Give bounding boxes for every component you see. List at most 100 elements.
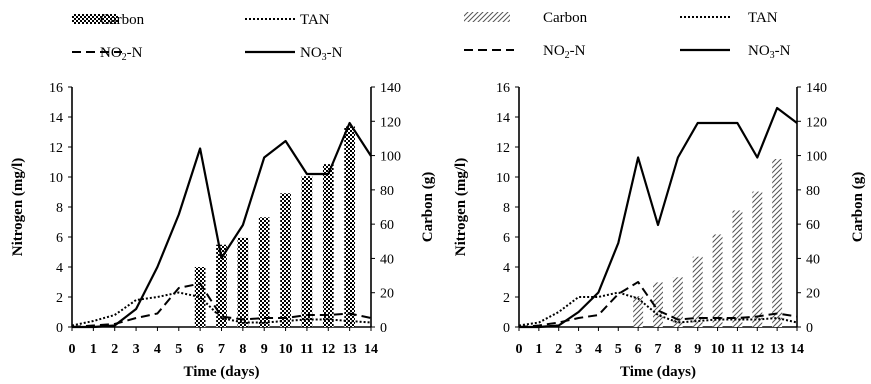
x-tick-label: 6	[635, 342, 642, 357]
legend-label-tail: -N	[775, 43, 791, 59]
y-tick-label: 6	[56, 231, 63, 246]
carbon-bar	[653, 282, 663, 327]
y2-tick-label: 60	[806, 218, 820, 233]
x-tick-label: 2	[111, 342, 118, 357]
x-tick-label: 14	[364, 342, 378, 357]
legend-label-carbon: Carbon	[100, 12, 145, 28]
y-tick-label: 12	[496, 141, 510, 156]
y-tick-label: 0	[503, 321, 510, 336]
x-tick-label: 9	[261, 342, 268, 357]
no3-n-line	[72, 121, 372, 329]
carbon-bar	[216, 244, 227, 327]
carbon-bar	[732, 210, 743, 327]
x-tick-label: 2	[555, 342, 562, 357]
carbon-bar	[692, 256, 703, 327]
y-tick-label: 16	[496, 81, 510, 96]
x-tick-label: 8	[674, 342, 681, 357]
x-tick-label: 0	[69, 342, 76, 357]
legend-label-tail: -N	[570, 43, 586, 59]
legend-label-no2-n: NO2-N	[543, 43, 586, 61]
legend-label-base: NO	[748, 43, 770, 59]
x-tick-label: 11	[731, 342, 744, 357]
y2-tick-label: 20	[806, 287, 820, 302]
carbon-bar	[712, 234, 723, 327]
y-tick-label: 6	[503, 231, 510, 246]
carbon-bar	[633, 296, 644, 327]
x-tick-label: 1	[90, 342, 97, 357]
carbon-bar	[344, 126, 355, 327]
carbon-bar	[322, 164, 334, 327]
x-axis-title: Time (days)	[184, 364, 260, 380]
tan-line	[518, 291, 798, 327]
y2-tick-label: 0	[380, 321, 387, 336]
x-tick-label: 10	[711, 342, 725, 357]
x-tick-label: 12	[750, 342, 764, 357]
y2-axis-title: Carbon (g)	[850, 172, 866, 242]
tan-line	[71, 291, 372, 327]
x-tick-label: 14	[790, 342, 804, 357]
carbon-bar	[194, 267, 206, 327]
carbon-bar	[280, 193, 291, 327]
carbon-bar	[258, 217, 270, 327]
y-tick-label: 14	[49, 111, 63, 126]
y-axis-title: Nitrogen (mg/l)	[10, 158, 26, 256]
y-tick-label: 4	[503, 261, 510, 276]
y2-tick-label: 0	[806, 321, 813, 336]
carbon-bar	[237, 237, 249, 327]
x-tick-label: 13	[343, 342, 357, 357]
x-tick-label: 5	[175, 342, 182, 357]
y2-tick-label: 80	[380, 184, 394, 199]
x-tick-label: 10	[279, 342, 293, 357]
x-tick-label: 6	[197, 342, 204, 357]
y2-tick-label: 60	[380, 218, 394, 233]
y2-tick-label: 20	[380, 287, 394, 302]
x-tick-label: 9	[694, 342, 701, 357]
y2-tick-label: 40	[806, 252, 820, 267]
y-tick-label: 0	[56, 321, 63, 336]
x-tick-label: 4	[595, 342, 602, 357]
x-tick-label: 3	[133, 342, 140, 357]
legend-swatch-carbon	[72, 14, 118, 24]
legend-label-tan: TAN	[748, 10, 778, 26]
x-tick-label: 5	[615, 342, 622, 357]
no3-n-line	[519, 106, 798, 329]
legend-label-tan: TAN	[300, 12, 330, 28]
carbon-bar	[752, 191, 763, 327]
legend-label-subscript: 2	[565, 50, 570, 61]
x-tick-label: 7	[218, 342, 225, 357]
y2-axis-title: Carbon (g)	[420, 172, 436, 242]
y-tick-label: 14	[496, 111, 510, 126]
x-tick-label: 7	[655, 342, 662, 357]
y-tick-label: 8	[503, 201, 510, 216]
x-tick-label: 1	[535, 342, 542, 357]
carbon-bar	[672, 277, 683, 327]
legend-label-no3-n: NO3-N	[300, 45, 343, 63]
y-tick-label: 12	[49, 141, 63, 156]
y2-tick-label: 40	[380, 252, 394, 267]
legend-label-subscript: 2	[122, 52, 127, 63]
legend-label-carbon: Carbon	[543, 10, 588, 26]
legend-label-base: NO	[543, 43, 565, 59]
y-tick-label: 16	[49, 81, 63, 96]
x-tick-label: 13	[770, 342, 784, 357]
y2-tick-label: 100	[380, 150, 401, 165]
y2-tick-label: 120	[806, 115, 827, 130]
legend-label-no3-n: NO3-N	[748, 43, 791, 61]
y-tick-label: 8	[56, 201, 63, 216]
y-tick-label: 4	[56, 261, 63, 276]
y-tick-label: 2	[56, 291, 63, 306]
y2-tick-label: 140	[380, 81, 401, 96]
y-tick-label: 10	[496, 171, 510, 186]
x-tick-label: 3	[575, 342, 582, 357]
legend-label-subscript: 3	[770, 50, 775, 61]
y2-tick-label: 120	[380, 115, 401, 130]
x-tick-label: 4	[154, 342, 161, 357]
legend-label-tail: -N	[127, 45, 143, 61]
x-tick-label: 8	[239, 342, 246, 357]
carbon-bar	[772, 159, 783, 327]
y-axis-title: Nitrogen (mg/l)	[453, 158, 469, 256]
x-tick-label: 0	[516, 342, 523, 357]
y-tick-label: 2	[503, 291, 510, 306]
